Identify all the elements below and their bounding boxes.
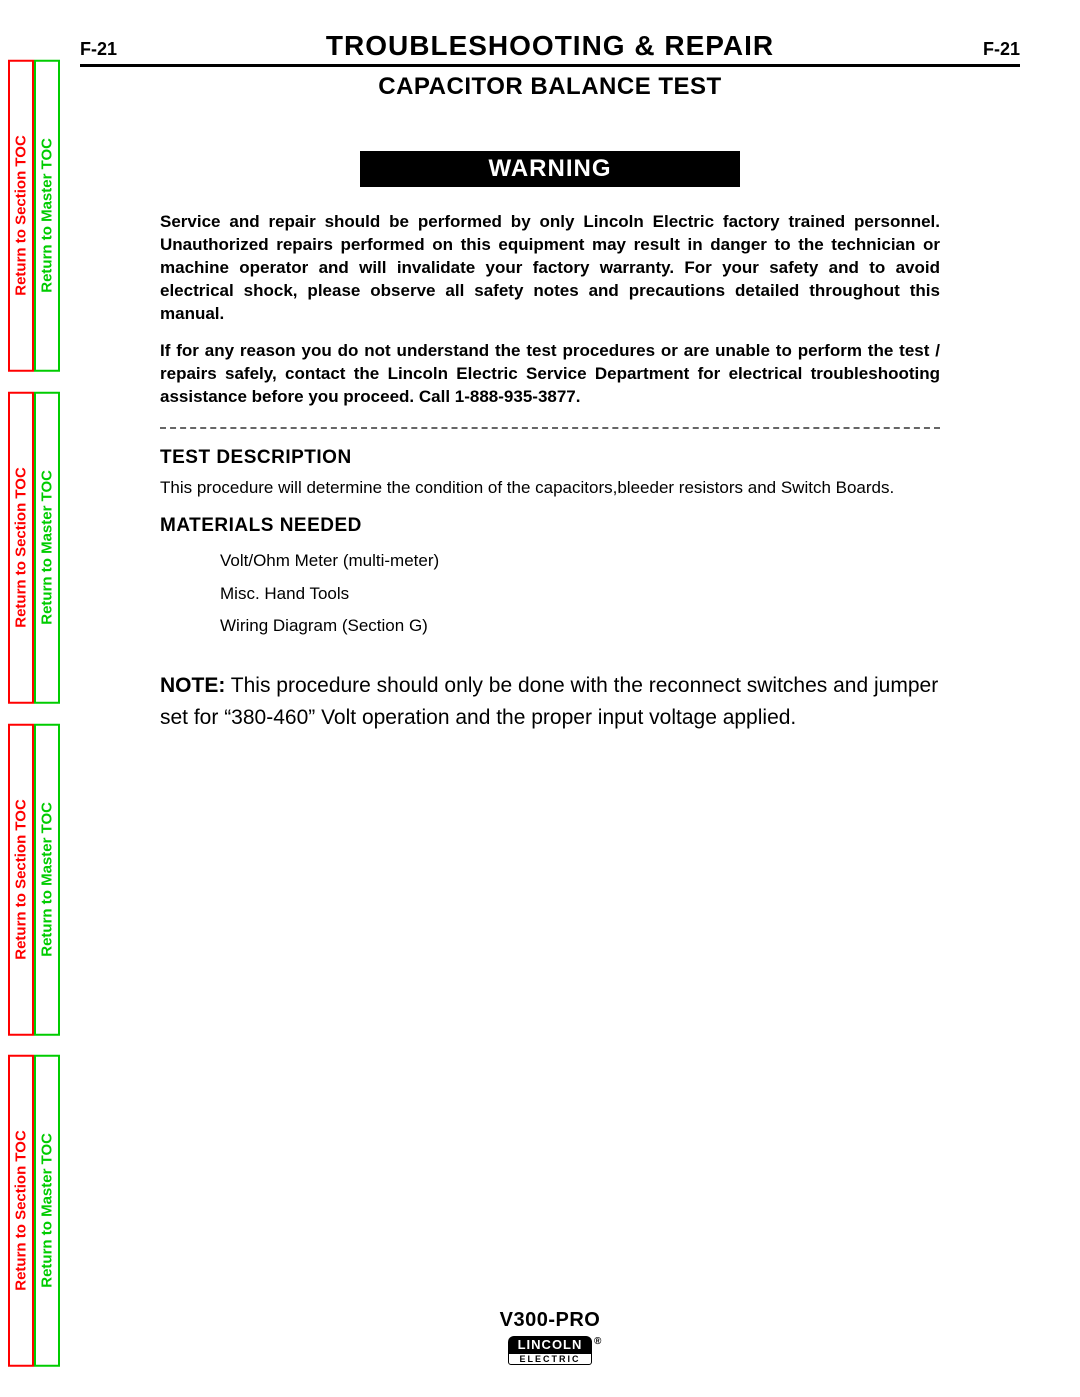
section-divider <box>160 427 940 429</box>
return-section-toc-link[interactable]: Return to Section TOC <box>8 724 34 1036</box>
return-master-toc-link[interactable]: Return to Master TOC <box>34 1055 60 1367</box>
page-subtitle: CAPACITOR BALANCE TEST <box>80 73 1020 101</box>
warning-paragraph: If for any reason you do not understand … <box>160 340 940 409</box>
body-content: Service and repair should be performed b… <box>80 211 1020 733</box>
material-item: Wiring Diagram (Section G) <box>220 610 940 642</box>
master-toc-column: Return to Master TOC Return to Master TO… <box>34 60 60 1367</box>
logo-text: LINCOLN <box>518 1337 583 1352</box>
lincoln-logo: LINCOLN ® ELECTRIC <box>508 1336 593 1365</box>
warning-paragraph: Service and repair should be performed b… <box>160 211 940 326</box>
page-number-left: F-21 <box>80 39 117 60</box>
materials-list: Volt/Ohm Meter (multi-meter) Misc. Hand … <box>160 545 940 642</box>
material-item: Misc. Hand Tools <box>220 578 940 610</box>
section-toc-column: Return to Section TOC Return to Section … <box>8 60 34 1367</box>
materials-needed-heading: MATERIALS NEEDED <box>160 515 940 537</box>
page-content: F-21 TROUBLESHOOTING & REPAIR F-21 CAPAC… <box>80 30 1020 1367</box>
return-section-toc-link[interactable]: Return to Section TOC <box>8 392 34 704</box>
page-header: F-21 TROUBLESHOOTING & REPAIR F-21 <box>80 30 1020 67</box>
test-description-text: This procedure will determine the condit… <box>160 477 940 500</box>
return-section-toc-link[interactable]: Return to Section TOC <box>8 1055 34 1367</box>
registered-icon: ® <box>594 1336 602 1347</box>
warning-banner: WARNING <box>360 151 740 187</box>
model-name: V300-PRO <box>80 1309 1020 1332</box>
material-item: Volt/Ohm Meter (multi-meter) <box>220 545 940 577</box>
return-master-toc-link[interactable]: Return to Master TOC <box>34 392 60 704</box>
return-master-toc-link[interactable]: Return to Master TOC <box>34 60 60 372</box>
page-number-right: F-21 <box>983 39 1020 60</box>
note-text: This procedure should only be done with … <box>160 674 938 729</box>
logo-brand-name: LINCOLN ® <box>508 1336 593 1353</box>
return-section-toc-link[interactable]: Return to Section TOC <box>8 60 34 372</box>
return-master-toc-link[interactable]: Return to Master TOC <box>34 724 60 1036</box>
note-label: NOTE: <box>160 674 225 697</box>
side-nav-tabs: Return to Section TOC Return to Section … <box>8 60 60 1367</box>
note-paragraph: NOTE: This procedure should only be done… <box>160 670 940 733</box>
logo-subtext: ELECTRIC <box>508 1353 593 1365</box>
page-footer: V300-PRO LINCOLN ® ELECTRIC <box>80 1309 1020 1367</box>
test-description-heading: TEST DESCRIPTION <box>160 447 940 469</box>
page-title: TROUBLESHOOTING & REPAIR <box>326 30 774 62</box>
